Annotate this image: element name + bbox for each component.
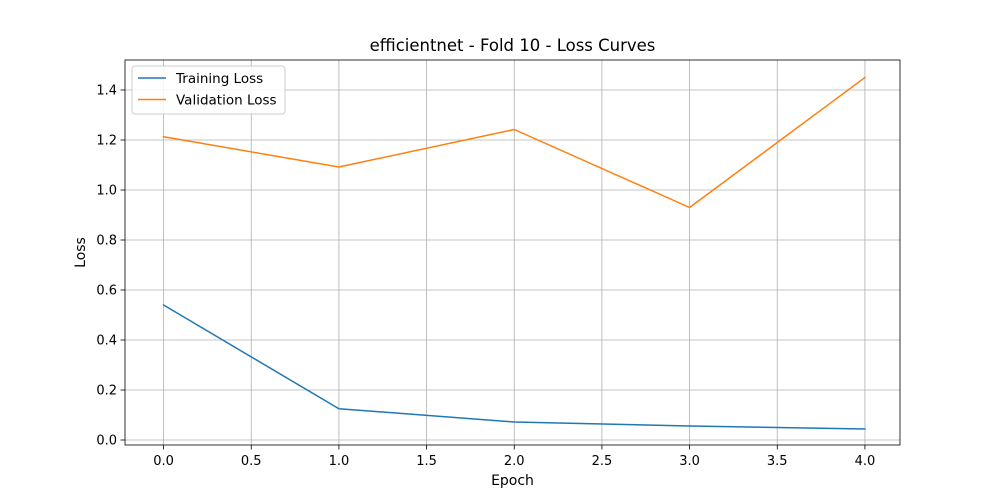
y-tick-label: 0.6 xyxy=(96,284,117,299)
x-tick-label: 2.5 xyxy=(592,454,613,469)
grid xyxy=(125,60,900,445)
y-tick-label: 0.2 xyxy=(96,384,117,399)
y-tick-label: 1.4 xyxy=(96,84,117,99)
x-tick-label: 1.5 xyxy=(416,454,437,469)
legend-box xyxy=(131,65,286,115)
training-loss-line xyxy=(162,303,866,430)
plot-area-frame xyxy=(124,59,901,446)
x-tick-label: 0.5 xyxy=(241,454,262,469)
series-lines xyxy=(162,76,866,430)
legend-label-validation-loss: Validation Loss xyxy=(176,93,277,109)
x-tick-label: 4.0 xyxy=(855,454,876,469)
legend-label-training-loss: Training Loss xyxy=(175,71,263,87)
x-tick-label: 1.0 xyxy=(329,454,350,469)
axis-ticks: 0.0 0.5 1.0 1.5 2.0 2.5 3.0 3.5 4.0 0.0 0.2 0.4 0.6 0… xyxy=(96,84,875,470)
x-tick-label: 3.5 xyxy=(767,454,788,469)
y-axis-label: Loss xyxy=(73,237,89,268)
chart-title: efficientnet - Fold 10 - Loss Curves xyxy=(370,36,656,55)
x-tick-label: 2.0 xyxy=(504,454,525,469)
y-tick-label: 0.0 xyxy=(96,434,117,449)
y-tick-label: 1.0 xyxy=(96,184,117,199)
legend: Training Loss Validation Loss xyxy=(131,65,286,115)
validation-loss-line xyxy=(162,76,866,209)
y-tick-label: 1.2 xyxy=(96,134,117,149)
y-tick-label: 0.4 xyxy=(96,334,117,349)
y-tick-label: 0.8 xyxy=(96,234,117,249)
x-tick-label: 0.0 xyxy=(153,454,174,469)
x-tick-label: 3.0 xyxy=(679,454,700,469)
x-axis-label: Epoch xyxy=(491,473,534,489)
